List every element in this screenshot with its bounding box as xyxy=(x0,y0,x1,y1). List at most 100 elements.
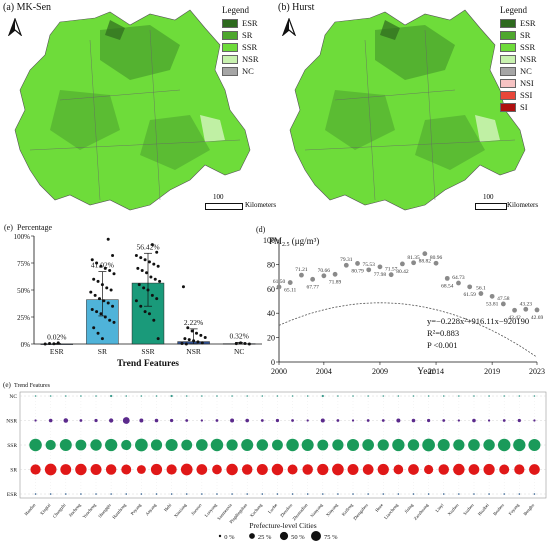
chart-c-point xyxy=(92,326,96,330)
chart-e-bubble xyxy=(392,438,405,452)
legend-b-item: NSR xyxy=(500,53,537,65)
chart-d-point xyxy=(411,260,417,266)
chart-c-point xyxy=(108,269,112,273)
chart-e-bubble xyxy=(468,464,480,475)
legend-b-item: NC xyxy=(500,65,537,77)
chart-e-bubble xyxy=(170,418,174,423)
chart-c-point xyxy=(181,285,185,289)
legend-a-swatch xyxy=(222,54,238,64)
chart-d-pvalue: P <0.001 xyxy=(427,340,457,350)
chart-c-point xyxy=(150,243,154,247)
chart-e-bubble xyxy=(64,493,67,495)
chart-e-bubble xyxy=(366,419,370,422)
chart-e-row-label: SR xyxy=(10,468,17,474)
chart-e-bubble xyxy=(196,464,208,475)
chart-e-bubble xyxy=(438,464,449,475)
chart-d-panel: (d) xyxy=(256,225,266,234)
chart-d-point xyxy=(377,264,383,270)
chart-e-city-label: Zhoukou xyxy=(279,502,294,518)
chart-e-bubble xyxy=(362,439,374,451)
chart-d-xtick-label: 2000 xyxy=(271,367,287,376)
chart-e-city-label: Puyang xyxy=(130,502,143,516)
north-arrow-b xyxy=(282,18,296,36)
chart-c-point xyxy=(100,337,104,341)
chart-e-city-label: Heze xyxy=(374,502,384,512)
chart-d-point xyxy=(523,306,529,312)
chart-d-point-label: 56.1 xyxy=(476,286,486,292)
legend-b-label: SR xyxy=(520,30,531,40)
scale-b-unit: Kilometers xyxy=(507,201,539,209)
chart-e-city-label: Suzhou xyxy=(462,502,475,516)
chart-c-point xyxy=(134,253,138,257)
chart-e-bubble xyxy=(422,438,435,452)
chart-e-bubble xyxy=(272,439,283,451)
chart-e-bubble xyxy=(261,395,264,397)
legend-b-swatch xyxy=(500,78,516,88)
legend-b-swatch xyxy=(500,66,516,76)
chart-d-point-label: 53.81 xyxy=(486,301,499,307)
chart-c-point xyxy=(153,277,157,281)
chart-e-bubble xyxy=(503,493,506,495)
chart-e-bubble xyxy=(104,438,118,452)
chart-e-bubble xyxy=(44,463,57,476)
chart-e-size-legend-bubble xyxy=(218,534,222,538)
chart-e-bubble xyxy=(226,463,238,476)
legend-a-swatch xyxy=(222,66,238,76)
chart-e-bubble xyxy=(306,493,309,495)
chart-e-city-label: Anyang xyxy=(144,502,157,517)
chart-e-city-label: Handan xyxy=(23,502,36,517)
chart-d-point xyxy=(332,271,338,277)
legend-b-item: NSI xyxy=(500,77,537,89)
chart-e-size-legend-label: 75 % xyxy=(324,534,338,541)
chart-e-bubble xyxy=(230,418,235,423)
chart-e-bubble xyxy=(352,395,354,397)
chart-e-bubble xyxy=(49,395,52,397)
chart-e-bubble xyxy=(139,418,144,423)
chart-e-bubble xyxy=(488,395,490,397)
chart-e-bubble xyxy=(226,439,238,451)
chart-e-bubble xyxy=(528,439,541,451)
chart-e-city-label: Xingtai xyxy=(39,502,52,516)
chart-d-point xyxy=(388,272,394,278)
chart-e-bubble xyxy=(382,493,385,495)
chart-e-bubble xyxy=(453,463,465,476)
chart-e-bubble xyxy=(90,439,102,451)
chart-e-bubble xyxy=(125,395,128,397)
chart-e-bubble xyxy=(286,438,299,452)
chart-e-bubble xyxy=(48,418,53,423)
chart-e-bubble xyxy=(34,419,37,422)
chart-e-bubble xyxy=(533,395,536,397)
chart-c-point xyxy=(134,299,138,303)
chart-e-bubble xyxy=(513,438,526,452)
chart-e-row-label: ESR xyxy=(7,492,17,498)
chart-e-bubble xyxy=(320,418,325,423)
chart-e-bubble xyxy=(306,419,309,422)
chart-e-bubble xyxy=(332,439,344,451)
chart-e-bubble xyxy=(109,418,114,423)
chart-c-panel: (e) xyxy=(4,223,13,232)
chart-d-equation: y=−0.228x²+916.11x−920190 xyxy=(427,316,529,326)
chart-e-bubble xyxy=(472,418,476,423)
chart-e-bubble xyxy=(63,418,69,423)
chart-c-point xyxy=(184,342,188,346)
chart-e-bubble xyxy=(34,493,37,495)
chart-d-ytick-label: 80 xyxy=(267,260,275,269)
chart-d-point-label: 77.98 xyxy=(374,272,387,278)
chart-e-bubble xyxy=(337,493,339,495)
chart-c-point xyxy=(106,237,110,241)
chart-d-point-label: 75.53 xyxy=(363,262,376,268)
chart-c-point xyxy=(143,310,147,314)
chart-e-bubble xyxy=(75,439,87,451)
chart-e-city-label: Jiaozuo xyxy=(190,502,203,516)
chart-e-bubble xyxy=(210,438,224,452)
chart-c-point xyxy=(111,253,115,257)
legend-b-swatch xyxy=(500,54,516,64)
chart-e-size-legend-bubble xyxy=(279,531,289,541)
chart-e-bubble xyxy=(397,493,400,495)
chart-e-bubble xyxy=(34,395,37,397)
legend-b-swatch xyxy=(500,18,516,28)
panel-b-label: (b) Hurst xyxy=(278,2,315,13)
chart-d-point xyxy=(321,273,327,279)
chart-d-xtick-label: 2009 xyxy=(372,367,388,376)
scale-b-value: 100 xyxy=(483,193,494,201)
